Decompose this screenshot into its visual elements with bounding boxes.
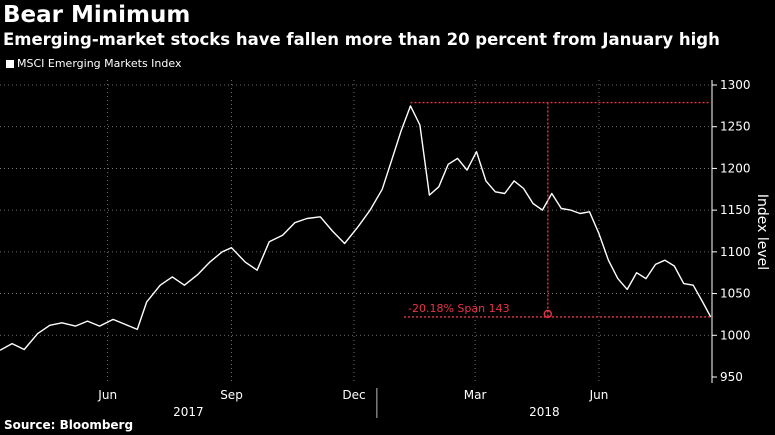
x-tick-label: Jun — [589, 388, 609, 402]
span-marker-circle — [543, 309, 552, 319]
chart-subtitle: Emerging-market stocks have fallen more … — [3, 30, 720, 49]
year-label: 2017 — [173, 405, 204, 419]
x-tick-label: Mar — [464, 388, 487, 402]
y-tick-label: 1300 — [720, 78, 751, 92]
y-tick-label: 1100 — [720, 245, 751, 259]
drawdown-label: -20.18% Span 143 — [408, 302, 510, 315]
year-label: 2018 — [529, 405, 560, 419]
y-tick-label: 1250 — [720, 120, 751, 134]
y-tick-label: 1050 — [720, 287, 751, 301]
legend-swatch — [6, 59, 14, 68]
y-tick-label: 1200 — [720, 161, 751, 175]
x-tick-label: Sep — [220, 388, 243, 402]
chart-title: Bear Minimum — [3, 2, 191, 28]
series-line — [0, 105, 712, 351]
source-note: Source: Bloomberg — [4, 418, 134, 432]
series-layer — [0, 105, 712, 351]
y-axis-title: Index level — [754, 194, 770, 270]
grid-lines — [0, 80, 712, 383]
y-tick-label: 1000 — [720, 328, 751, 342]
y-tick-label: 1150 — [720, 203, 751, 217]
y-tick-label: 950 — [720, 370, 743, 384]
legend-label: MSCI Emerging Markets Index — [17, 57, 182, 70]
x-tick-label: Dec — [342, 388, 365, 402]
x-tick-label: Jun — [97, 388, 117, 402]
axes: 950 1000 1050 1100 1150 1200 1250 1300 Index lev… — [97, 78, 770, 419]
annotations: -20.18% Span 143 — [404, 101, 711, 319]
legend: MSCI Emerging Markets Index — [6, 57, 181, 70]
